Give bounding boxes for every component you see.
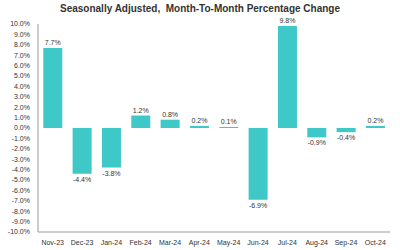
- svg-text:1.2%: 1.2%: [133, 107, 149, 114]
- svg-text:-0.4%: -0.4%: [337, 134, 355, 141]
- svg-text:Nov-23: Nov-23: [41, 239, 64, 246]
- svg-text:Jan-24: Jan-24: [101, 239, 123, 246]
- svg-text:-10.0%: -10.0%: [8, 228, 30, 235]
- svg-text:6.0%: 6.0%: [14, 62, 30, 69]
- svg-text:Oct-24: Oct-24: [365, 239, 386, 246]
- svg-text:8.0%: 8.0%: [14, 41, 30, 48]
- svg-text:4.0%: 4.0%: [14, 83, 30, 90]
- svg-text:0.2%: 0.2%: [191, 117, 207, 124]
- svg-text:1.0%: 1.0%: [14, 114, 30, 121]
- svg-text:7.7%: 7.7%: [45, 39, 61, 46]
- svg-text:-3.8%: -3.8%: [102, 170, 120, 177]
- svg-text:May-24: May-24: [217, 239, 240, 247]
- svg-text:0.8%: 0.8%: [162, 111, 178, 118]
- svg-text:-4.0%: -4.0%: [12, 166, 30, 173]
- svg-text:-7.0%: -7.0%: [12, 197, 30, 204]
- svg-text:-4.4%: -4.4%: [73, 176, 91, 183]
- svg-text:-5.0%: -5.0%: [12, 176, 30, 183]
- html-text:Seasonally Adjusted, Month-To-: Seasonally Adjusted, Month-To-Month Perc…: [60, 3, 340, 14]
- svg-text:-6.9%: -6.9%: [249, 202, 267, 209]
- svg-text:-0.9%: -0.9%: [308, 139, 326, 146]
- svg-text:-8.0%: -8.0%: [12, 208, 30, 215]
- svg-text:Jul-24: Jul-24: [278, 239, 297, 246]
- svg-text:9.0%: 9.0%: [14, 31, 30, 38]
- svg-text:0.0%: 0.0%: [14, 124, 30, 131]
- svg-text:Mar-24: Mar-24: [159, 239, 181, 246]
- svg-text:2.0%: 2.0%: [14, 104, 30, 111]
- svg-text:0.2%: 0.2%: [367, 117, 383, 124]
- svg-text:3.0%: 3.0%: [14, 93, 30, 100]
- svg-text:Sep-24: Sep-24: [335, 239, 358, 247]
- svg-text:9.8%: 9.8%: [279, 18, 295, 24]
- svg-text:10.0%: 10.0%: [10, 20, 30, 27]
- svg-text:-1.0%: -1.0%: [12, 135, 30, 142]
- svg-text:7.0%: 7.0%: [14, 52, 30, 59]
- svg-text:-2.0%: -2.0%: [12, 145, 30, 152]
- svg-text:Jun-24: Jun-24: [247, 239, 269, 246]
- svg-text:Feb-24: Feb-24: [130, 239, 152, 246]
- svg-text:-6.0%: -6.0%: [12, 187, 30, 194]
- svg-text:0.1%: 0.1%: [221, 118, 237, 125]
- svg-text:Aug-24: Aug-24: [305, 239, 328, 247]
- svg-text:-9.0%: -9.0%: [12, 218, 30, 225]
- svg-text:5.0%: 5.0%: [14, 72, 30, 79]
- svg-text:-3.0%: -3.0%: [12, 156, 30, 163]
- svg-text:Dec-23: Dec-23: [71, 239, 94, 246]
- svg-text:Apr-24: Apr-24: [189, 239, 210, 247]
